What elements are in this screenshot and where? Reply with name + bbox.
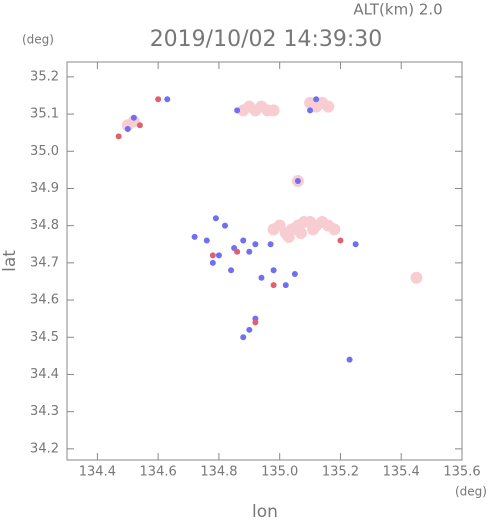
echo-point	[352, 241, 359, 248]
echo-point	[337, 237, 344, 244]
x-tick-label: 134.4	[79, 465, 116, 480]
echo-point	[346, 356, 353, 363]
echo-point	[258, 274, 265, 281]
echo-point	[209, 252, 216, 259]
echo-point	[215, 252, 222, 259]
y-tick-label: 35.1	[30, 107, 59, 122]
echo-point	[191, 233, 198, 240]
echo-point	[209, 259, 216, 266]
echo-point	[155, 96, 162, 103]
y-axis-label: lat	[0, 250, 20, 272]
echo-point	[240, 237, 247, 244]
echo-point	[291, 271, 298, 278]
chart-subtitle: ALT(km) 2.0	[353, 1, 442, 19]
y-tick-label: 34.2	[30, 441, 59, 456]
echo-point	[313, 96, 320, 103]
echo-point	[282, 282, 289, 289]
echo-point	[246, 326, 253, 333]
echo-point	[267, 104, 280, 117]
echo-point	[267, 241, 274, 248]
echo-point	[164, 96, 171, 103]
x-tick-label: 135.2	[322, 465, 359, 480]
echo-point	[252, 319, 259, 326]
echo-point	[228, 267, 235, 274]
echo-point	[270, 282, 277, 289]
x-tick-label: 135.0	[261, 465, 298, 480]
x-tick-label: 135.6	[443, 465, 480, 480]
echo-point	[130, 114, 137, 121]
x-tick-label: 134.8	[200, 465, 237, 480]
echo-point	[246, 248, 253, 255]
echo-point	[322, 100, 335, 113]
x-unit: (deg)	[455, 485, 487, 499]
echo-point	[115, 133, 122, 140]
y-tick-label: 34.9	[30, 181, 59, 196]
echo-point	[212, 215, 219, 222]
x-tick-label: 135.4	[383, 465, 420, 480]
echo-point	[121, 119, 134, 132]
echo-point	[294, 227, 307, 240]
y-unit: (deg)	[22, 33, 54, 47]
echo-point	[124, 125, 131, 132]
echo-point	[222, 222, 228, 229]
y-tick-label: 34.7	[30, 255, 59, 270]
plot-frame	[66, 61, 463, 461]
y-tick-label: 34.5	[30, 330, 59, 345]
echo-point	[270, 267, 277, 274]
y-tick-label: 34.6	[30, 293, 59, 308]
echo-point	[240, 334, 247, 341]
y-tick-label: 35.0	[30, 144, 59, 159]
x-axis-label: lon	[252, 502, 278, 521]
echo-point	[136, 122, 143, 129]
y-tick-label: 34.4	[30, 367, 59, 382]
y-tick-label: 34.8	[30, 218, 59, 233]
echo-point	[410, 271, 423, 284]
echo-point	[294, 178, 301, 185]
echo-point	[328, 223, 341, 236]
y-tick-label: 35.2	[30, 69, 59, 84]
echo-point	[282, 230, 295, 243]
echo-point	[234, 248, 241, 255]
echo-point	[307, 223, 320, 236]
x-tick-label: 134.6	[140, 465, 177, 480]
echo-point	[307, 107, 314, 114]
echo-point	[234, 107, 241, 114]
chart-title: 2019/10/02 14:39:30	[150, 27, 383, 52]
y-tick-label: 34.3	[30, 404, 59, 419]
echo-point	[203, 237, 210, 244]
echo-point	[252, 241, 259, 248]
